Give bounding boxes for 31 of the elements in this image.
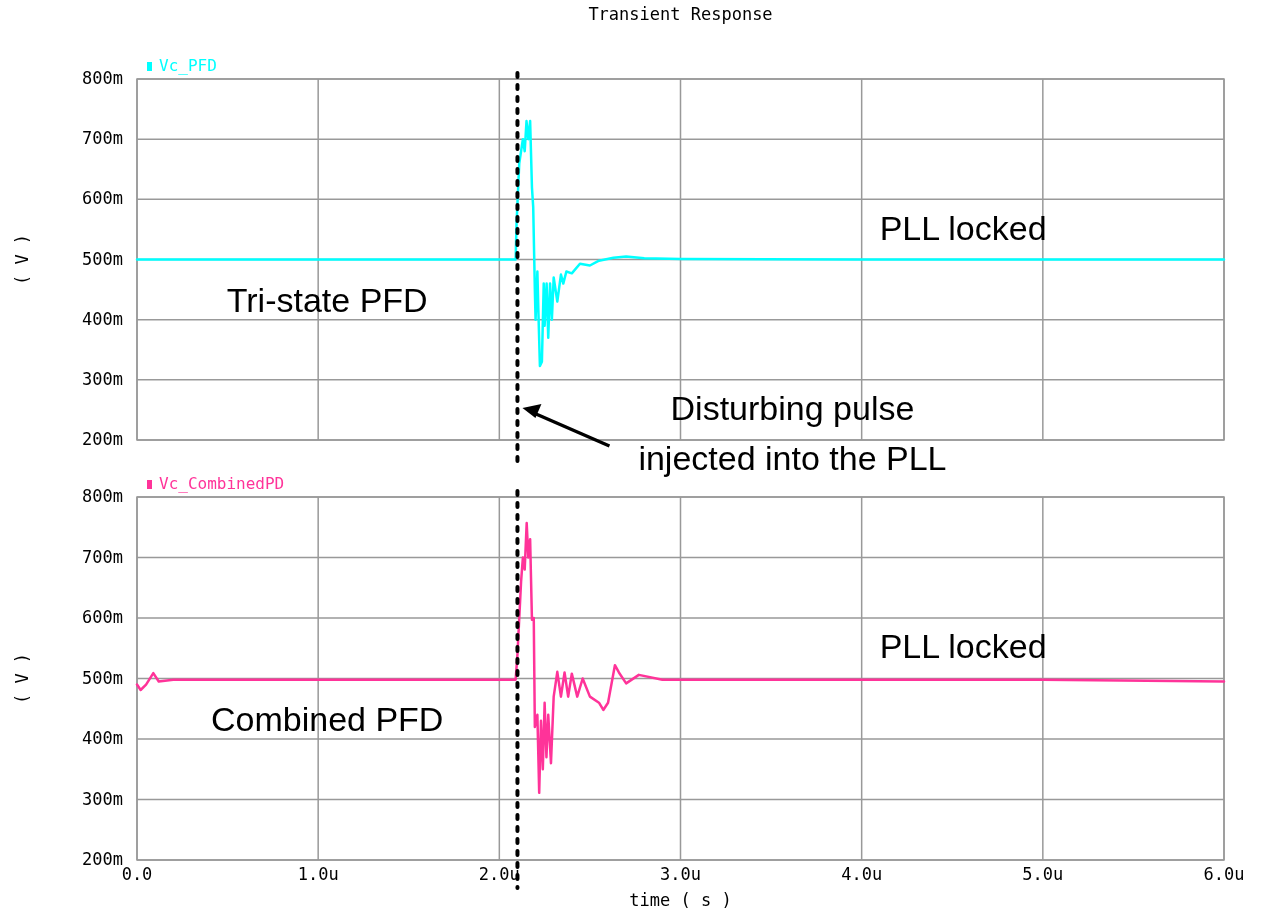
y-tick-label: 700m: [82, 546, 123, 567]
x-axis-title: time ( s ): [629, 890, 732, 910]
y-tick-label: 400m: [82, 308, 123, 329]
y-axis-title: ( V ): [12, 233, 32, 286]
chart-title: Transient Response: [588, 4, 773, 24]
annotation: Combined PFD: [211, 700, 444, 739]
ref-line-label: Disturbing pulse injected into the PLL: [638, 389, 947, 477]
y-tick-label: 700m: [82, 128, 123, 149]
y-tick-label: 500m: [82, 667, 123, 688]
y-tick-label: 800m: [82, 486, 123, 506]
x-tick-label: 1.0u: [297, 864, 339, 884]
y-tick-label: 200m: [82, 429, 123, 449]
y-axis-title: ( V ): [12, 652, 32, 705]
y-tick-label: 500m: [82, 248, 123, 269]
y-tick-label: 300m: [82, 368, 123, 389]
annotation: PLL locked: [879, 208, 1047, 247]
y-tick-label: 200m: [82, 849, 123, 869]
x-tick-label: 3.0u: [660, 864, 701, 884]
annotation: PLL locked: [879, 627, 1047, 666]
x-tick-label: 4.0u: [841, 864, 883, 884]
x-tick-label: 5.0u: [1022, 864, 1064, 884]
legend-label: Vc_PFD: [159, 56, 217, 75]
x-tick-label: 0.0: [121, 864, 153, 884]
legend-label: Vc_CombinedPD: [159, 474, 285, 493]
y-tick-label: 800m: [82, 68, 123, 88]
y-tick-label: 600m: [82, 607, 123, 627]
annotation: Tri-state PFD: [226, 280, 428, 319]
y-tick-label: 600m: [82, 188, 123, 209]
x-tick-label: 6.0u: [1203, 864, 1245, 884]
y-tick-label: 300m: [82, 788, 123, 809]
y-tick-label: 400m: [82, 728, 123, 748]
